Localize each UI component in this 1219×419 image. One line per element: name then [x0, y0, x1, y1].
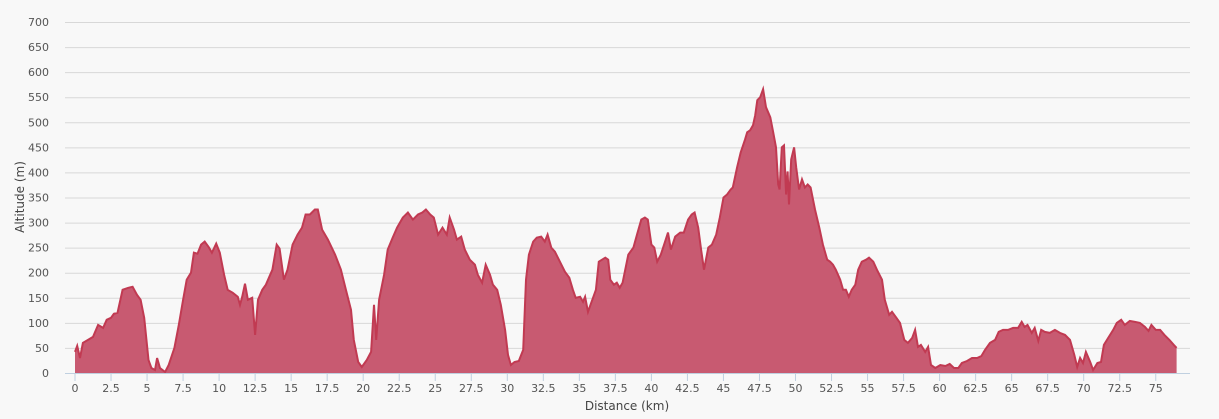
y-tick-label: 400	[28, 166, 49, 179]
y-tick-label: 200	[28, 267, 49, 280]
y-tick-label: 500	[28, 116, 49, 129]
x-tick-label: 62.5	[963, 382, 988, 395]
x-tick-label: 52.5	[819, 382, 844, 395]
x-tick-label: 60	[933, 382, 947, 395]
x-tick-label: 32.5	[531, 382, 556, 395]
x-tick-label: 55	[861, 382, 875, 395]
x-tick-label: 75	[1149, 382, 1163, 395]
x-tick-label: 2.5	[102, 382, 120, 395]
y-axis-ticks: 0 50 100 150 200 250 300 350 400 450 500 550 600 650 7…	[28, 16, 49, 380]
x-tick-label: 0	[72, 382, 79, 395]
x-tick-label: 35	[572, 382, 586, 395]
y-tick-label: 250	[28, 242, 49, 255]
y-tick-label: 150	[28, 292, 49, 305]
y-tick-label: 700	[28, 16, 49, 29]
x-tick-label: 40	[644, 382, 658, 395]
x-tick-label: 42.5	[675, 382, 700, 395]
x-tick-label: 20	[356, 382, 370, 395]
x-tick-label: 10	[212, 382, 226, 395]
x-tick-label: 25	[428, 382, 442, 395]
y-tick-label: 0	[42, 367, 49, 380]
grid-lines	[65, 22, 1190, 349]
y-tick-label: 50	[35, 342, 49, 355]
x-tick-label: 47.5	[747, 382, 772, 395]
y-axis-title: Altitude (m)	[13, 161, 27, 233]
y-tick-label: 550	[28, 91, 49, 104]
y-tick-label: 350	[28, 192, 49, 205]
x-tick-label: 37.5	[603, 382, 628, 395]
x-tick-label: 30	[500, 382, 514, 395]
altitude-line	[74, 85, 1178, 374]
altitude-area	[75, 89, 1177, 373]
y-tick-label: 450	[28, 141, 49, 154]
x-tick-label: 45	[716, 382, 730, 395]
x-tick-label: 72.5	[1107, 382, 1132, 395]
x-tick-label: 50	[789, 382, 803, 395]
y-tick-label: 300	[28, 217, 49, 230]
y-tick-label: 650	[28, 41, 49, 54]
x-tick-label: 7.5	[174, 382, 192, 395]
x-tick-label: 15	[284, 382, 298, 395]
x-axis-ticks: 0 2.5 5 7.5 10 12.5 15 17.5 20 22.5 25 27.5 30 32.5 35…	[72, 373, 1163, 395]
x-tick-label: 17.5	[315, 382, 340, 395]
x-tick-label: 12.5	[243, 382, 268, 395]
x-tick-label: 5	[144, 382, 151, 395]
x-tick-label: 67.5	[1035, 382, 1060, 395]
x-tick-label: 65	[1005, 382, 1019, 395]
y-tick-label: 100	[28, 317, 49, 330]
x-tick-label: 22.5	[387, 382, 412, 395]
x-tick-label: 27.5	[459, 382, 484, 395]
x-tick-label: 57.5	[891, 382, 916, 395]
y-tick-label: 600	[28, 66, 49, 79]
x-axis-title: Distance (km)	[585, 399, 669, 413]
x-tick-label: 70	[1077, 382, 1091, 395]
